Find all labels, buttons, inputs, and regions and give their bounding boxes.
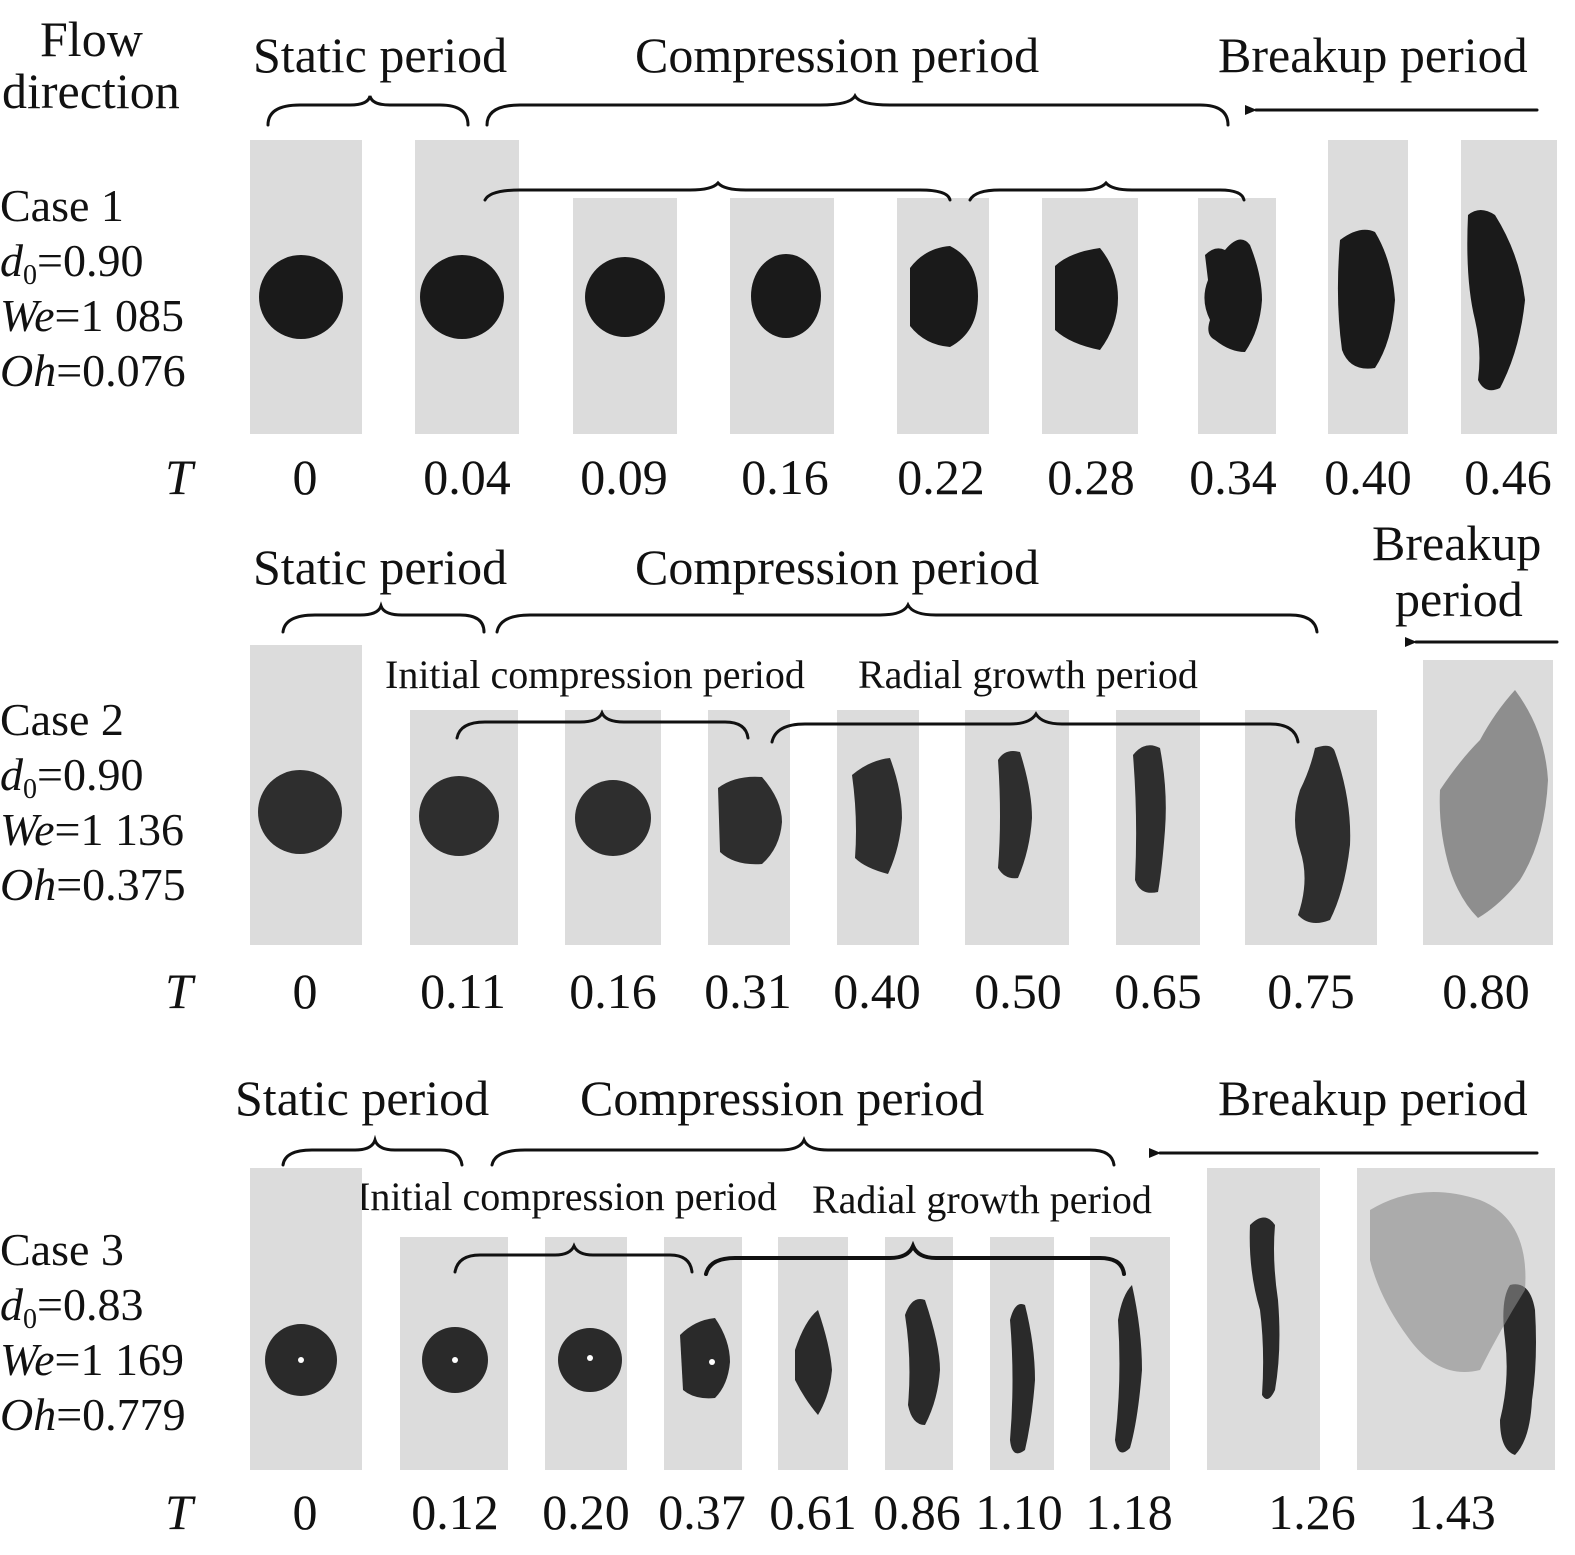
static-period-label: Static period [253,539,508,595]
time-symbol: T [165,449,193,505]
time-value: 0.75 [1267,963,1355,1019]
droplet-frame [400,1237,508,1470]
param-oh: Oh=0.779 [0,1389,186,1440]
droplet-frame [730,198,834,434]
time-value: 1.43 [1408,1484,1496,1540]
case-title: Case 2 [0,694,124,745]
time-value: 0.28 [1047,449,1135,505]
time-symbol: T [165,1484,193,1540]
time-value: 0.12 [411,1484,499,1540]
case-title: Case 1 [0,180,124,231]
time-value: 0 [292,449,318,505]
param-we: We=1 169 [0,1334,184,1385]
radial-growth-label: Radial growth period [812,1177,1152,1222]
flow-direction-label-line2: direction [2,63,180,119]
droplet-frame [565,710,661,945]
breakup-period-label-line2: period [1395,571,1523,627]
time-value: 0.09 [580,449,668,505]
time-value: 1.18 [1085,1484,1173,1540]
brace-compression [485,92,1230,127]
time-value: 1.10 [975,1484,1063,1540]
time-value: 0.46 [1464,449,1552,505]
param-d0: d0=0.90 [0,235,144,291]
initial-compression-label: Initial compression period [357,1174,777,1219]
compression-period-label: Compression period [580,1070,985,1126]
droplet-frame [1245,710,1377,945]
time-value: 0.22 [897,449,985,505]
time-value: 0.04 [423,449,511,505]
brace-compression [495,601,1319,634]
droplet-frame [250,1168,362,1470]
droplet-frame [415,140,519,434]
droplet-frame [1042,198,1138,434]
time-value: 1.26 [1268,1484,1356,1540]
droplet-frame [1207,1168,1320,1470]
droplet-frame [837,710,919,945]
compression-period-label: Compression period [635,539,1040,595]
droplet-frame [1461,140,1557,434]
droplet-frame [250,140,362,434]
radial-growth-label: Radial growth period [858,652,1198,697]
droplet-frame [1423,660,1553,945]
time-value: 0 [292,1484,318,1540]
droplet-frame [897,198,989,434]
time-value: 0.61 [769,1484,857,1540]
droplet-frame [664,1237,742,1470]
breakup-period-label: Breakup period [1218,1070,1528,1126]
droplet-frame [1328,140,1408,434]
brace-static [281,601,486,634]
time-value: 0 [292,963,318,1019]
brace-static [281,1134,464,1167]
droplet-frame [1198,198,1276,434]
flow-direction-label: Flow [40,11,143,67]
time-symbol: T [165,963,193,1019]
param-d0: d0=0.90 [0,749,144,805]
time-value: 0.40 [1324,449,1412,505]
droplet-frame [410,710,518,945]
droplet-frame [965,710,1069,945]
time-value: 0.31 [704,963,792,1019]
time-value: 0.34 [1189,449,1277,505]
droplet-frame [885,1237,953,1470]
param-we: We=1 136 [0,804,184,855]
droplet-frame [1090,1237,1170,1470]
time-value: 0.11 [420,963,506,1019]
time-value: 0.16 [569,963,657,1019]
droplet-frame [1116,710,1200,945]
time-value: 0.16 [741,449,829,505]
brace-compression [490,1135,1116,1167]
breakup-period-label: Breakup period [1218,27,1528,83]
time-value: 0.50 [974,963,1062,1019]
case-parameters: Case 2 d0=0.90 We=1 136 Oh=0.375 [0,692,186,912]
time-value: 0.20 [542,1484,630,1540]
droplet-frame [250,645,362,945]
time-value: 0.80 [1442,963,1530,1019]
droplet-frame [990,1237,1054,1470]
brace-sub-1 [483,180,952,202]
droplet-frame [1357,1168,1555,1470]
time-value: 0.65 [1114,963,1202,1019]
droplet-frame [573,198,677,434]
time-value: 0.40 [833,963,921,1019]
droplet-frame [708,710,790,945]
case-title: Case 3 [0,1224,124,1275]
static-period-label: Static period [235,1070,490,1126]
droplet-frame [545,1237,627,1470]
initial-compression-label: Initial compression period [385,652,805,697]
time-value: 0.37 [658,1484,746,1540]
static-period-label: Static period [253,27,508,83]
case-parameters: Case 3 d0=0.83 We=1 169 Oh=0.779 [0,1222,186,1442]
breakup-period-label: Breakup [1372,515,1542,571]
param-d0: d0=0.83 [0,1279,144,1335]
droplet-frame [778,1237,848,1470]
param-we: We=1 085 [0,290,184,341]
brace-static [266,95,470,127]
time-value: 0.86 [873,1484,961,1540]
case-parameters: Case 1 d0=0.90 We=1 085 Oh=0.076 [0,178,186,398]
param-oh: Oh=0.375 [0,859,186,910]
param-oh: Oh=0.076 [0,345,186,396]
compression-period-label: Compression period [635,27,1040,83]
